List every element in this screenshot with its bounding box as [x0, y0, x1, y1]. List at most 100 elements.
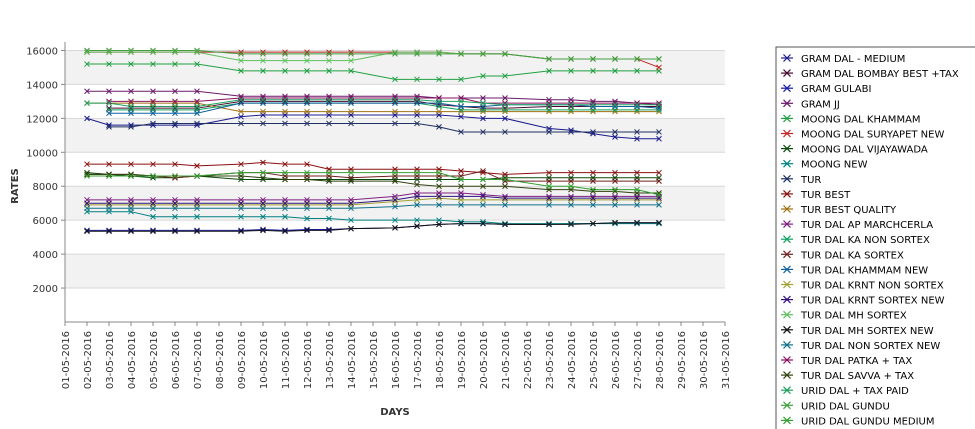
data-point-marker	[84, 227, 90, 234]
x-tick-label: 29-05-2016	[677, 331, 688, 389]
data-point-marker	[634, 219, 640, 226]
data-point-marker	[348, 49, 354, 56]
data-point-marker	[304, 226, 310, 233]
data-point-marker	[238, 205, 244, 212]
data-point-marker	[106, 88, 112, 95]
data-point-marker	[612, 56, 618, 62]
data-point-marker	[172, 227, 178, 234]
data-point-marker	[304, 108, 310, 115]
data-point-marker	[656, 129, 662, 135]
data-point-marker	[348, 225, 354, 232]
data-point-marker	[502, 202, 508, 208]
data-point-marker	[238, 108, 244, 115]
x-tick-label: 06-05-2016	[171, 331, 182, 389]
data-point-marker	[612, 195, 618, 201]
data-point-marker	[568, 169, 574, 176]
data-point-marker	[568, 183, 574, 190]
data-point-marker	[128, 122, 134, 129]
data-point-marker	[502, 107, 508, 113]
legend-marker	[783, 159, 791, 168]
data-point-marker	[260, 57, 266, 64]
data-point-marker	[172, 173, 178, 179]
data-point-marker	[260, 200, 266, 207]
data-point-marker	[612, 67, 618, 74]
data-point-marker	[502, 221, 508, 228]
data-point-marker	[172, 120, 178, 127]
data-point-marker	[392, 178, 398, 185]
data-point-marker	[568, 56, 574, 62]
data-point-marker	[480, 115, 486, 122]
data-point-marker	[304, 51, 310, 57]
data-point-marker	[458, 98, 464, 105]
data-point-marker	[502, 195, 508, 201]
data-point-marker	[260, 213, 266, 220]
data-point-marker	[150, 174, 156, 181]
data-point-marker	[612, 169, 618, 176]
series-line	[87, 172, 660, 196]
x-tick-label: 16-05-2016	[391, 331, 402, 389]
data-point-marker	[480, 169, 486, 176]
data-point-marker	[304, 49, 310, 56]
data-point-marker	[194, 61, 200, 67]
data-point-marker	[546, 196, 552, 203]
data-point-marker	[656, 220, 662, 227]
x-tick-label: 21-05-2016	[501, 331, 512, 389]
data-point-marker	[238, 200, 244, 207]
legend: GRAM DAL - MEDIUM GRAM DAL BOMBAY BEST +T…	[775, 46, 975, 429]
data-point-marker	[84, 161, 90, 168]
data-point-marker	[634, 220, 640, 227]
data-point-marker	[260, 227, 266, 234]
legend-marker	[783, 416, 791, 425]
data-point-marker	[106, 228, 112, 235]
legend-marker	[783, 144, 791, 153]
x-tick-label: 11-05-2016	[281, 331, 292, 389]
legend-entry: TUR DAL KRNT NON SORTEX	[800, 281, 944, 292]
data-point-marker	[238, 169, 244, 176]
data-point-marker	[546, 67, 552, 74]
data-point-marker	[656, 169, 662, 176]
data-point-marker	[502, 51, 508, 57]
data-point-marker	[656, 135, 662, 142]
y-tick-label: 8000	[33, 182, 58, 193]
legend-entry: TUR DAL KA SORTEX	[800, 250, 904, 261]
data-point-marker	[480, 202, 486, 208]
legend-marker	[783, 235, 791, 244]
x-tick-label: 14-05-2016	[347, 331, 358, 389]
plot-band	[65, 288, 725, 322]
data-point-marker	[106, 123, 112, 130]
data-point-marker	[502, 220, 508, 227]
data-point-marker	[282, 49, 288, 56]
data-point-marker	[656, 101, 662, 108]
data-point-marker	[414, 76, 420, 83]
series-line	[87, 161, 659, 175]
data-point-marker	[392, 224, 398, 231]
data-point-marker	[414, 181, 420, 188]
data-point-marker	[260, 226, 266, 233]
data-point-marker	[480, 129, 486, 135]
data-point-marker	[326, 51, 332, 57]
data-point-marker	[84, 115, 90, 122]
legend-entry: TUR DAL KA NON SORTEX	[800, 235, 930, 246]
legend-marker	[783, 205, 791, 213]
data-point-marker	[194, 110, 200, 117]
data-point-marker	[326, 96, 332, 103]
data-point-marker	[612, 186, 618, 193]
series-line	[87, 192, 659, 201]
data-point-marker	[194, 213, 200, 220]
data-point-marker	[612, 101, 618, 108]
x-tick-label: 05-05-2016	[149, 331, 160, 389]
data-point-marker	[590, 178, 596, 185]
x-tick-label: 24-05-2016	[567, 331, 578, 389]
x-tick-label: 31-05-2016	[721, 331, 732, 389]
data-point-marker	[458, 113, 464, 120]
data-point-marker	[150, 173, 156, 179]
data-point-marker	[194, 163, 200, 169]
data-point-marker	[612, 100, 618, 106]
data-point-marker	[502, 95, 508, 101]
data-point-marker	[128, 98, 134, 105]
legend-entry: URID DAL GUNDU	[801, 401, 890, 412]
data-point-marker	[348, 120, 354, 127]
x-tick-label: 08-05-2016	[215, 331, 226, 389]
data-point-marker	[238, 213, 244, 220]
data-point-marker	[172, 47, 178, 54]
